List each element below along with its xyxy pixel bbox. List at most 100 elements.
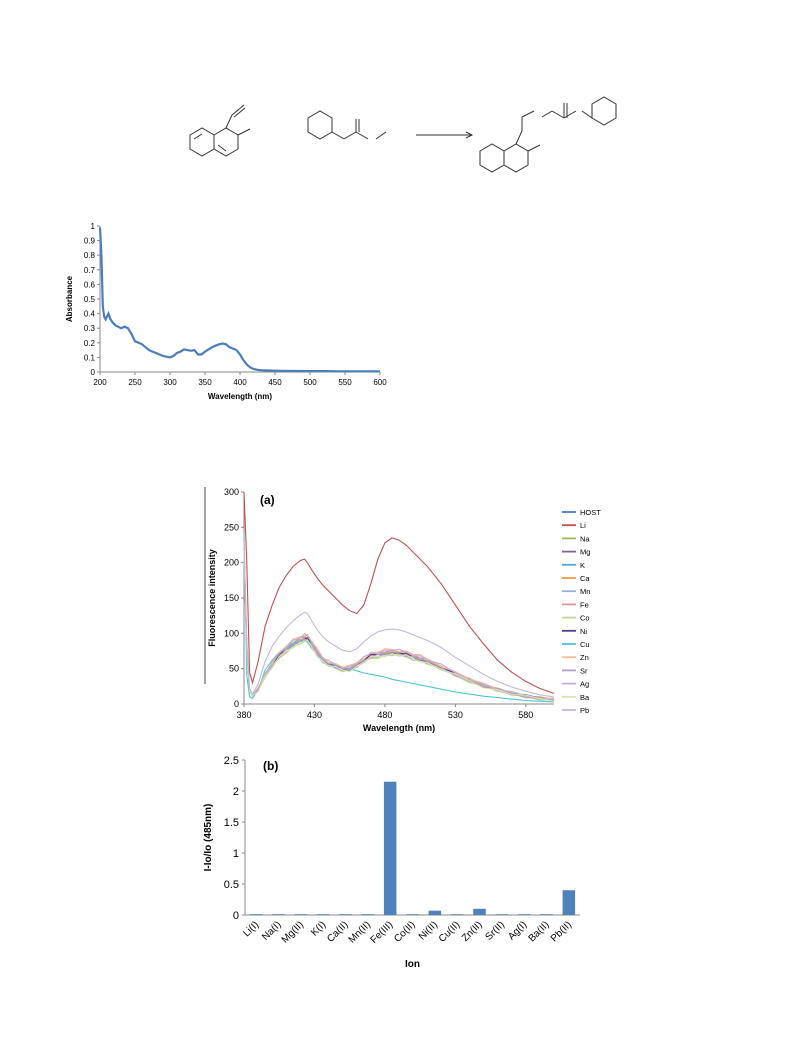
y-tick-label: 0 xyxy=(91,368,96,377)
product-structure xyxy=(479,96,617,173)
legend-label: Ba xyxy=(580,693,590,702)
bar xyxy=(428,910,442,915)
bar xyxy=(316,914,330,915)
y-axis-label: Absorbance xyxy=(65,275,74,322)
series-line-ba xyxy=(243,548,555,702)
x-tick-label: Ni(II) xyxy=(417,919,440,942)
reaction-arrow xyxy=(416,131,474,139)
legend-label: K xyxy=(580,561,585,570)
x-tick-label: 300 xyxy=(163,378,177,387)
x-tick-label: Ca(II) xyxy=(325,919,350,944)
y-tick-label: 2 xyxy=(233,786,239,798)
x-tick-label: Sr(II) xyxy=(483,919,506,942)
y-tick-label: 0.8 xyxy=(84,251,96,260)
legend-label: Co xyxy=(580,614,590,623)
bar xyxy=(383,781,397,915)
y-axis-label: I-Io/Io (485nm) xyxy=(203,804,214,872)
legend-label: Sr xyxy=(580,666,588,675)
legend-label: Fe xyxy=(580,600,589,609)
y-tick-label: 1 xyxy=(233,848,239,860)
bar xyxy=(272,914,285,915)
x-tick-label: 400 xyxy=(233,378,247,387)
y-tick-label: 0.3 xyxy=(84,324,96,333)
series-line-sr xyxy=(243,548,555,702)
series-line-pb xyxy=(243,541,555,698)
bar xyxy=(540,914,553,915)
bar xyxy=(473,908,486,915)
series-line-fe xyxy=(243,548,555,701)
y-tick-label: 0.5 xyxy=(224,879,239,891)
y-tick-label: 250 xyxy=(224,522,239,532)
legend-label: HOST xyxy=(580,508,601,517)
y-tick-label: 0 xyxy=(233,910,239,922)
bar xyxy=(361,914,375,915)
series-line-ni xyxy=(243,548,555,702)
legend-label: Cu xyxy=(580,640,590,649)
panel-label: (a) xyxy=(260,493,275,507)
x-tick-label: 530 xyxy=(448,710,463,720)
series-line-k xyxy=(243,548,555,702)
x-tick-label: Ba(II) xyxy=(527,919,552,944)
y-tick-label: 150 xyxy=(224,593,239,603)
y-tick-label: 1 xyxy=(91,222,96,231)
x-tick-label: Co(II) xyxy=(392,919,417,944)
y-tick-label: 50 xyxy=(229,664,239,674)
x-tick-label: Cu(II) xyxy=(437,919,462,944)
y-tick-label: 2.5 xyxy=(224,755,239,767)
legend-label: Li xyxy=(580,521,586,530)
y-tick-label: 0.1 xyxy=(84,353,96,362)
series-line-li xyxy=(243,491,555,694)
y-tick-label: 0.6 xyxy=(84,280,96,289)
x-tick-label: 600 xyxy=(373,378,387,387)
y-tick-label: 0.5 xyxy=(84,295,96,304)
x-tick-label: 550 xyxy=(338,378,352,387)
bar xyxy=(450,914,464,915)
phenyl-reactant xyxy=(307,110,387,140)
legend-label: Ag xyxy=(580,680,589,689)
x-tick-label: Mg(II) xyxy=(280,919,306,945)
y-tick-label: 1.5 xyxy=(224,817,239,829)
bar xyxy=(406,914,419,915)
x-tick-label: 500 xyxy=(303,378,317,387)
legend-label: Na xyxy=(580,534,590,543)
legend-label: Mg xyxy=(580,548,590,557)
ion-response-bar-chart: 00.511.522.5I-Io/Io (485nm)(b)Li(I)Na(I)… xyxy=(203,755,580,970)
reaction-scheme xyxy=(189,96,617,173)
absorbance-chart: 0 0.1 0.2 0.3 0.4 0.5 0.6 0.7 0.8 0.9 1 200 250 300 35… xyxy=(65,222,387,401)
x-tick-label: 380 xyxy=(236,710,251,720)
series-line-cu xyxy=(243,534,555,703)
x-tick-label: Mn(II) xyxy=(347,919,373,945)
y-tick-label: 0.4 xyxy=(84,310,96,319)
legend-label: Ca xyxy=(580,574,590,583)
legend-label: Zn xyxy=(580,653,589,662)
naphthalene-reactant xyxy=(189,104,251,157)
legend-label: Pb xyxy=(580,706,589,715)
x-tick-label: 450 xyxy=(268,378,282,387)
x-tick-label: 200 xyxy=(93,378,107,387)
x-tick-label: 480 xyxy=(377,710,392,720)
y-axis-label: Fluorescence intensity xyxy=(207,549,217,647)
bar xyxy=(495,914,509,915)
x-tick-label: 350 xyxy=(198,378,212,387)
bar xyxy=(249,914,263,915)
x-axis-label: Ion xyxy=(405,959,420,970)
x-tick-label: 430 xyxy=(307,710,322,720)
legend-label: Mn xyxy=(580,587,590,596)
y-tick-label: 0.7 xyxy=(84,266,96,275)
x-tick-label: Ag(I) xyxy=(506,919,529,942)
x-tick-label: Li(I) xyxy=(241,919,261,939)
x-tick-label: 580 xyxy=(518,710,533,720)
y-tick-label: 0.2 xyxy=(84,339,96,348)
y-tick-label: 300 xyxy=(224,487,239,497)
x-tick-label: 250 xyxy=(128,378,142,387)
y-tick-label: 0 xyxy=(234,699,239,709)
x-axis-label: Wavelength (nm) xyxy=(208,392,272,401)
x-axis-label: Wavelength (nm) xyxy=(363,723,435,733)
y-tick-label: 100 xyxy=(224,628,239,638)
bar xyxy=(517,914,531,915)
bar xyxy=(294,914,308,915)
legend-label: Ni xyxy=(580,627,587,636)
y-tick-label: 0.9 xyxy=(84,237,96,246)
panel-label: (b) xyxy=(263,759,278,773)
bar xyxy=(562,890,576,915)
